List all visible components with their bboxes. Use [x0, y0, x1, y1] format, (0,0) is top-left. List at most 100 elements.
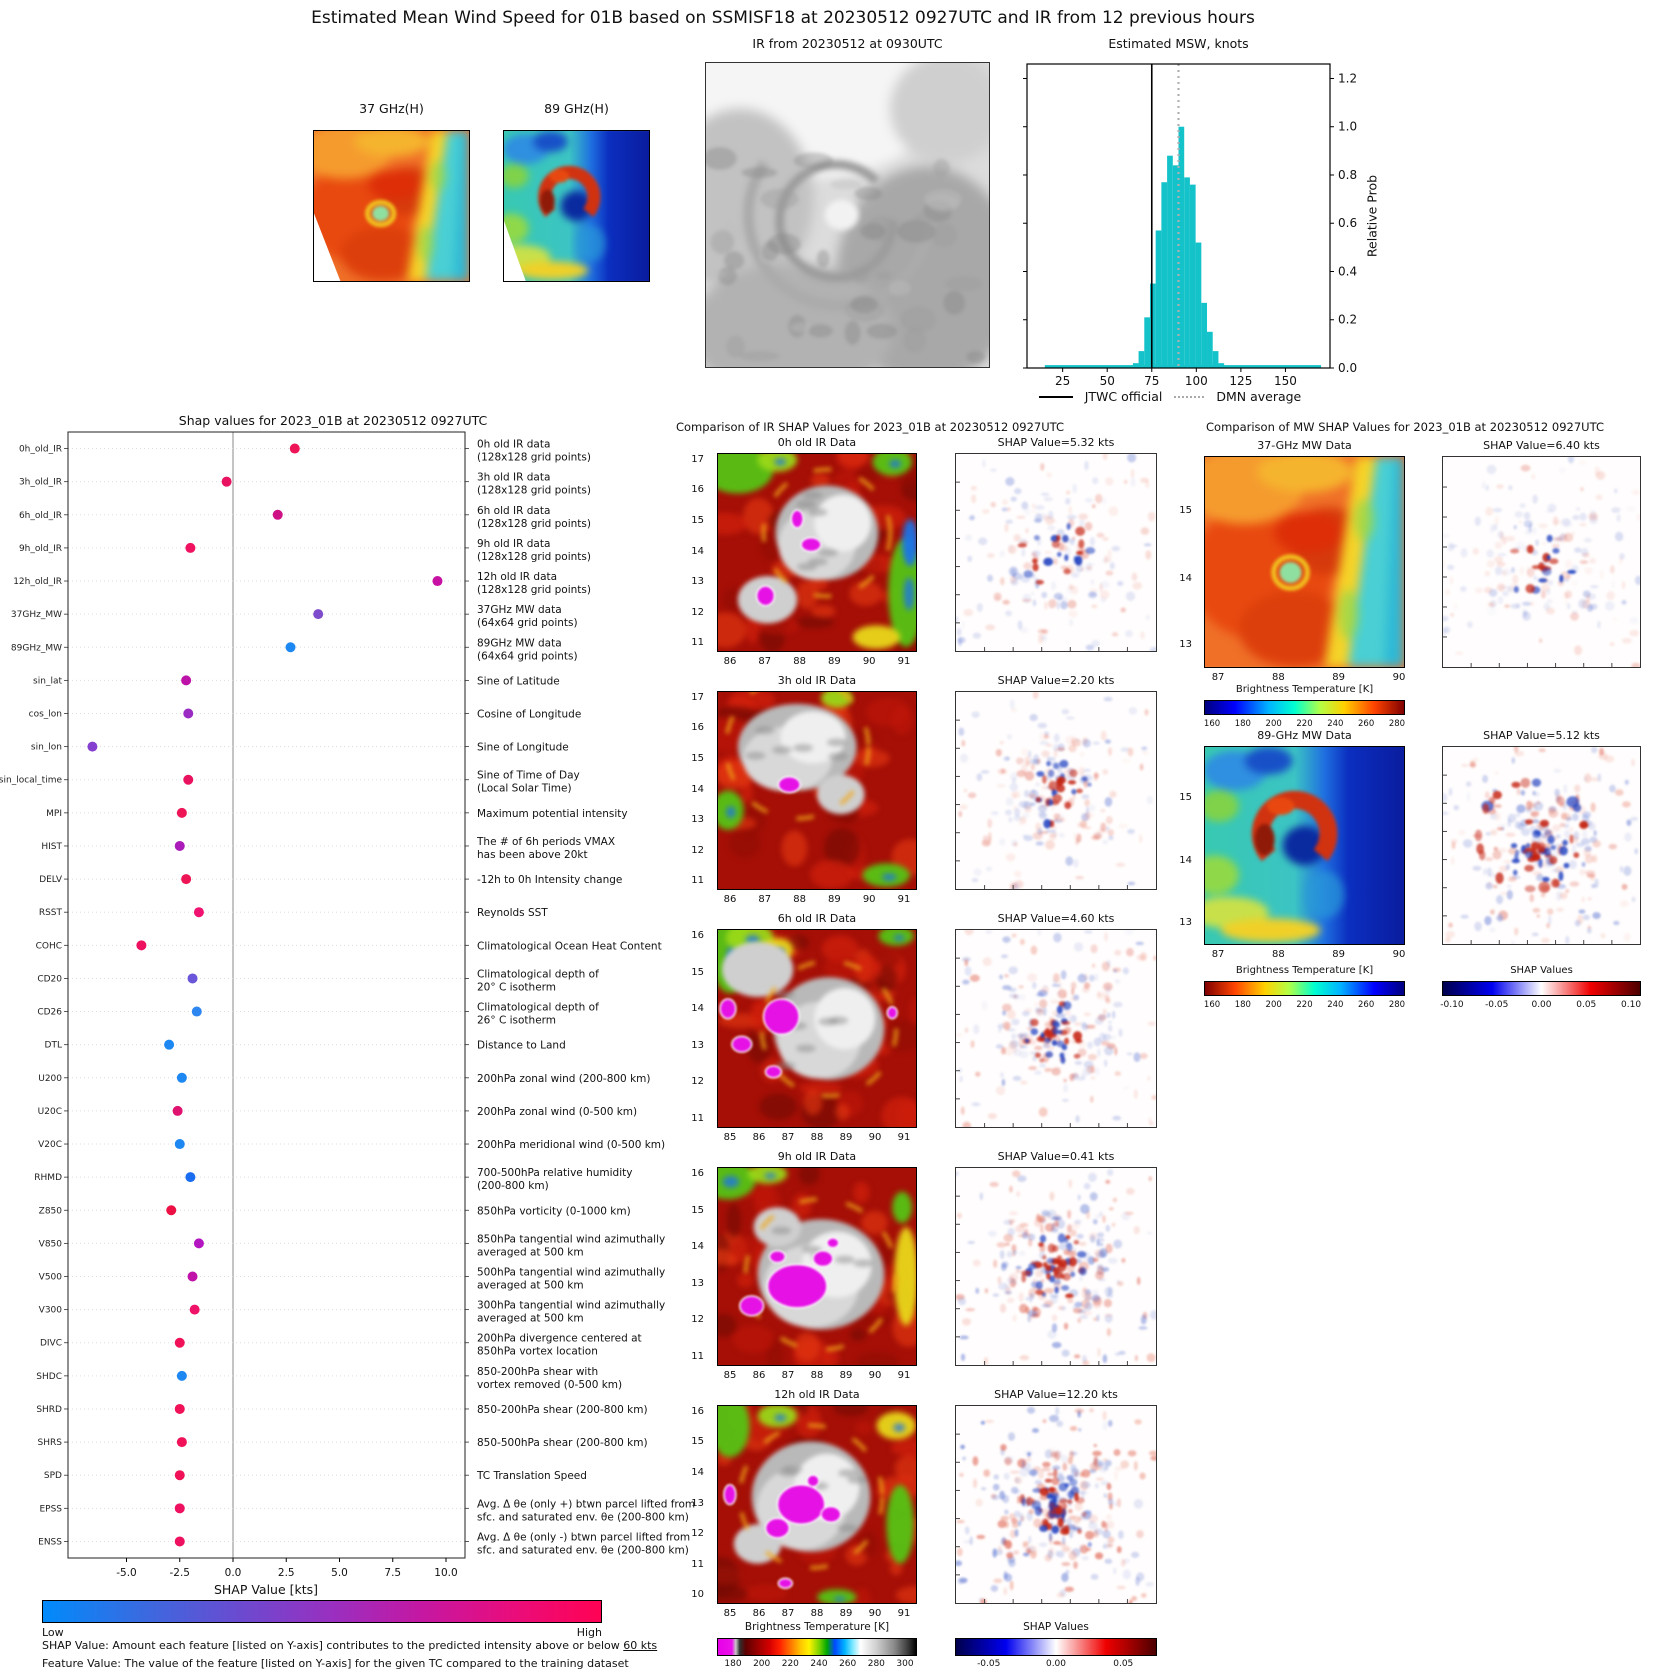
mw-bt-tick-1: 200: [1265, 719, 1282, 729]
ir-row-4-ytick: 14: [691, 1466, 704, 1478]
feature-label-0h_old_IR: 0h_old_IR: [19, 445, 62, 455]
feature-label-CD20: CD20: [37, 974, 62, 984]
shap-dot-6h_old_IR: [272, 509, 283, 520]
ir-row-2-ytick: 15: [691, 966, 704, 978]
feature-desc2-V300: averaged at 500 km: [477, 1313, 584, 1325]
ir-satellite-image: [705, 62, 990, 368]
ir-row-3-ytick: 15: [691, 1204, 704, 1216]
feature-label-89GHz_MW: 89GHz_MW: [11, 643, 62, 653]
feature-desc-DELV: -12h to 0h Intensity change: [477, 874, 622, 886]
shap-dot-SHRS: [176, 1437, 187, 1448]
shap-dot-sin_local_time: [183, 774, 194, 785]
ir-row-3-data-image: [717, 1167, 917, 1366]
feature-desc-HIST: The # of 6h periods VMAX: [476, 836, 615, 848]
shap-dot-plot: 0h_old_IR 0h old IR data (128x128 grid poi…: [0, 392, 695, 1607]
ir-row-3-ytick: 11: [691, 1351, 704, 1363]
mw-row-1-xtick: 87: [1211, 949, 1225, 960]
feature-label-Z850: Z850: [39, 1206, 63, 1216]
mw-shap-tick: 0.00: [1531, 1000, 1552, 1010]
mw-row-1-data-image: [1204, 746, 1405, 945]
ir-row-4-xtick: 87: [781, 1608, 795, 1619]
mw-row-0-xtick: 89: [1332, 672, 1346, 683]
hist-bar: [1149, 283, 1156, 368]
ir-shap-tick: 0.00: [1045, 1659, 1067, 1669]
feature-label-V20C: V20C: [38, 1140, 62, 1150]
ir-row-3-ytick: 12: [691, 1314, 704, 1326]
feature-label-RSST: RSST: [39, 908, 63, 918]
feature-desc-SHRD: 850-200hPa shear (200-800 km): [477, 1404, 648, 1416]
feature-desc-CD26: Climatological depth of: [477, 1002, 599, 1014]
ir-row-2-ytick: 16: [691, 929, 704, 941]
ir-row-4-ytick: 10: [691, 1589, 704, 1601]
feature-desc2-6h_old_IR: (128x128 grid points): [477, 518, 591, 530]
feature-label-V850: V850: [39, 1239, 63, 1249]
ir-row-0-ytick: 16: [691, 484, 704, 496]
feature-desc2-ENSS: sfc. and saturated env. θe (200-800 km): [477, 1544, 689, 1556]
dmn-average-label: DMN average: [1216, 389, 1302, 404]
mw-row-0-shap-map: [1442, 456, 1641, 668]
ir-row-3-shap-map: [955, 1167, 1157, 1366]
shap-dot-Z850: [166, 1205, 177, 1216]
ir-row-4-xtick: 89: [839, 1608, 853, 1619]
shap-dot-MPI: [176, 807, 187, 818]
ir-row-2-ytick: 13: [691, 1039, 704, 1051]
mw-row-1-xtick: 88: [1271, 949, 1285, 960]
feature-label-sin_lat: sin_lat: [33, 676, 62, 686]
mw-bt-colorbar-2: [1204, 981, 1405, 996]
mw-row-1-shap-map: [1442, 746, 1641, 945]
ir-image-title: IR from 20230512 at 0930UTC: [752, 36, 943, 51]
mw-bt-tick-1: 260: [1358, 719, 1375, 729]
shap-dot-U200: [176, 1072, 187, 1083]
ir-row-4-xtick: 90: [868, 1608, 882, 1619]
shap-dot-37GHz_MW: [313, 609, 324, 620]
feature-desc-V20C: 200hPa meridional wind (0-500 km): [477, 1139, 665, 1151]
shap-dot-V20C: [174, 1139, 185, 1150]
mw-row-0-ytick: 13: [1179, 638, 1192, 650]
hist-xtick: 50: [1100, 374, 1115, 388]
ir-row-2-ytick: 14: [691, 1003, 704, 1015]
shap-xtick: 7.5: [384, 1567, 401, 1579]
ir-row-1-xtick: 87: [758, 894, 772, 905]
feature-label-DIVC: DIVC: [40, 1339, 62, 1349]
ir-row-1-xtick: 91: [897, 894, 911, 905]
feature-desc-Z850: 850hPa vorticity (0-1000 km): [477, 1205, 631, 1217]
ir-row-4-ytick: 15: [691, 1436, 704, 1448]
mw-row-0-xtick: 88: [1271, 672, 1285, 683]
ir-shap-colorbar-label: SHAP Values: [1023, 1621, 1089, 1633]
ir-row-1-ytick: 11: [691, 875, 704, 887]
ir-row-2-ytick: 11: [691, 1113, 704, 1125]
hist-bar: [1144, 317, 1150, 368]
feature-desc-SPD: TC Translation Speed: [476, 1470, 587, 1482]
shap-dot-SHDC: [176, 1370, 187, 1381]
ir-row-1-xtick: 86: [723, 894, 737, 905]
ir-row-4-data-image: [717, 1405, 917, 1604]
ir-bt-tick: 180: [724, 1659, 742, 1669]
shap-xtick: 0.0: [225, 1567, 242, 1579]
hist-bar: [1189, 184, 1196, 368]
feature-label-ENSS: ENSS: [38, 1537, 62, 1547]
ir-row-0-xtick: 87: [758, 656, 772, 667]
feature-desc-V300: 300hPa tangential wind azimuthally: [477, 1300, 665, 1312]
shap-dot-V500: [187, 1271, 198, 1282]
ir-row-2-xtick: 90: [868, 1132, 882, 1143]
ir-row-3-xtick: 88: [810, 1370, 824, 1381]
shap-dot-RHMD: [185, 1172, 196, 1183]
mw-bt-tick-2: 280: [1388, 1000, 1406, 1010]
ir-bt-colorbar-label: Brightness Temperature [K]: [744, 1621, 890, 1633]
jtwc-official-line-sample: [1038, 395, 1073, 398]
ir-row-3-ytick: 16: [691, 1167, 704, 1179]
mw-row-1-xtick: 90: [1392, 949, 1406, 960]
feature-desc2-sin_local_time: (Local Solar Time): [477, 783, 572, 795]
mw-row-1-xtick: 89: [1332, 949, 1346, 960]
footnote-60kts-underline: 60 kts: [623, 1639, 658, 1652]
ir-row-3-xtick: 86: [752, 1370, 766, 1381]
feature-desc-89GHz_MW: 89GHz MW data: [477, 637, 562, 649]
ir-row-1-data-title: 3h old IR Data: [777, 674, 857, 687]
feature-desc2-12h_old_IR: (128x128 grid points): [477, 584, 591, 596]
ir-row-0-xtick: 88: [793, 656, 806, 667]
jtwc-official-label: JTWC official: [1084, 389, 1163, 404]
shap-dot-3h_old_IR: [221, 476, 232, 487]
mw-bt-tick-2: 160: [1203, 1000, 1221, 1010]
ir-row-2-shap-map: [955, 929, 1157, 1128]
